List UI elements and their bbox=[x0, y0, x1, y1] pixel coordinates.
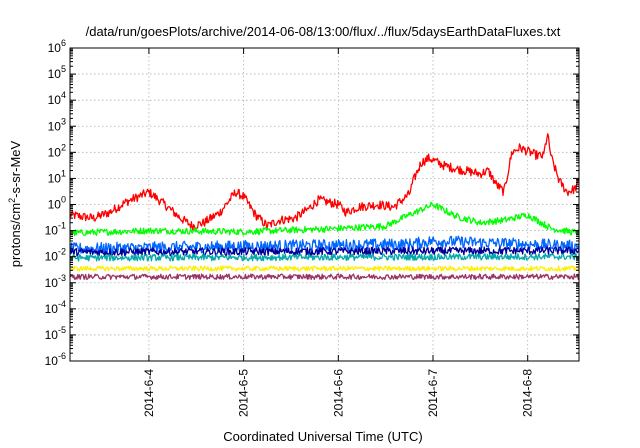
series-line-7 bbox=[69, 273, 580, 280]
series-line-2 bbox=[69, 201, 580, 237]
series-line-1 bbox=[69, 133, 580, 231]
y-tick-label: 10-5 bbox=[45, 325, 66, 342]
y-tick-base: 10 bbox=[48, 93, 62, 107]
y-tick-base: 10 bbox=[45, 276, 59, 290]
y-tick-exponent: -6 bbox=[58, 351, 66, 361]
x-tick-label: 2014-6-5 bbox=[237, 369, 251, 417]
y-tick-exponent: -5 bbox=[58, 325, 66, 335]
y-tick-label: 103 bbox=[48, 116, 66, 133]
y-tick-base: 10 bbox=[48, 119, 62, 133]
y-tick-base: 10 bbox=[45, 328, 59, 342]
x-tick-label: 2014-6-4 bbox=[142, 369, 156, 417]
y-tick-label: 106 bbox=[48, 38, 66, 55]
chart-title: /data/run/goesPlots/archive/2014-06-08/1… bbox=[86, 24, 561, 39]
y-tick-label: 105 bbox=[48, 64, 66, 81]
y-axis-title-sup: 2 bbox=[7, 198, 17, 203]
y-tick-label: 10-6 bbox=[45, 351, 66, 368]
x-tick-labels: 2014-6-4 2014-6-5 2014-6-6 2014-6-7 2014-6-8 bbox=[142, 369, 535, 417]
y-tick-exponent: 6 bbox=[61, 38, 66, 48]
y-tick-exponent: -1 bbox=[58, 221, 66, 231]
y-tick-base: 10 bbox=[45, 354, 59, 368]
y-tick-label: 100 bbox=[48, 195, 66, 212]
y-tick-label: 10-3 bbox=[45, 273, 66, 290]
y-tick-label: 104 bbox=[48, 90, 66, 107]
y-tick-exponent: 4 bbox=[61, 90, 66, 100]
y-tick-exponent: 5 bbox=[61, 64, 66, 74]
y-tick-base: 10 bbox=[45, 224, 59, 238]
grid bbox=[70, 48, 579, 361]
y-tick-labels: 10-610-510-410-310-210-11001011021031041… bbox=[45, 38, 66, 368]
y-tick-exponent: -3 bbox=[58, 273, 66, 283]
y-tick-base: 10 bbox=[45, 302, 59, 316]
y-tick-label: 10-1 bbox=[45, 221, 66, 238]
series-group bbox=[69, 133, 580, 280]
y-tick-label: 101 bbox=[48, 168, 66, 185]
series-line-3 bbox=[69, 235, 580, 255]
y-tick-exponent: 1 bbox=[61, 168, 66, 178]
y-tick-label: 10-4 bbox=[45, 299, 66, 316]
y-axis-title-pre: protons/cm bbox=[8, 203, 23, 267]
y-tick-exponent: -4 bbox=[58, 299, 66, 309]
y-tick-base: 10 bbox=[48, 67, 62, 81]
y-tick-exponent: 3 bbox=[61, 116, 66, 126]
series-line-4 bbox=[69, 246, 580, 257]
y-axis-title: protons/cm2-s-sr-MeV bbox=[7, 140, 23, 267]
y-tick-exponent: 0 bbox=[61, 195, 66, 205]
y-tick-base: 10 bbox=[48, 198, 62, 212]
x-tick-label: 2014-6-6 bbox=[331, 369, 345, 417]
x-tick-label: 2014-6-8 bbox=[521, 369, 535, 417]
y-tick-exponent: -2 bbox=[58, 247, 66, 257]
series-line-6 bbox=[69, 265, 580, 272]
y-axis-title-post: -s-sr-MeV bbox=[8, 140, 23, 197]
y-tick-exponent: 2 bbox=[61, 142, 66, 152]
y-tick-base: 10 bbox=[48, 171, 62, 185]
x-tick-label: 2014-6-7 bbox=[426, 369, 440, 417]
y-tick-label: 102 bbox=[48, 142, 66, 159]
y-tick-base: 10 bbox=[48, 41, 62, 55]
y-tick-base: 10 bbox=[48, 145, 62, 159]
x-axis-title: Coordinated Universal Time (UTC) bbox=[223, 429, 422, 444]
series-line-5 bbox=[69, 252, 580, 262]
axis-ticks bbox=[70, 47, 579, 362]
y-tick-base: 10 bbox=[45, 250, 59, 264]
y-tick-label: 10-2 bbox=[45, 247, 66, 264]
